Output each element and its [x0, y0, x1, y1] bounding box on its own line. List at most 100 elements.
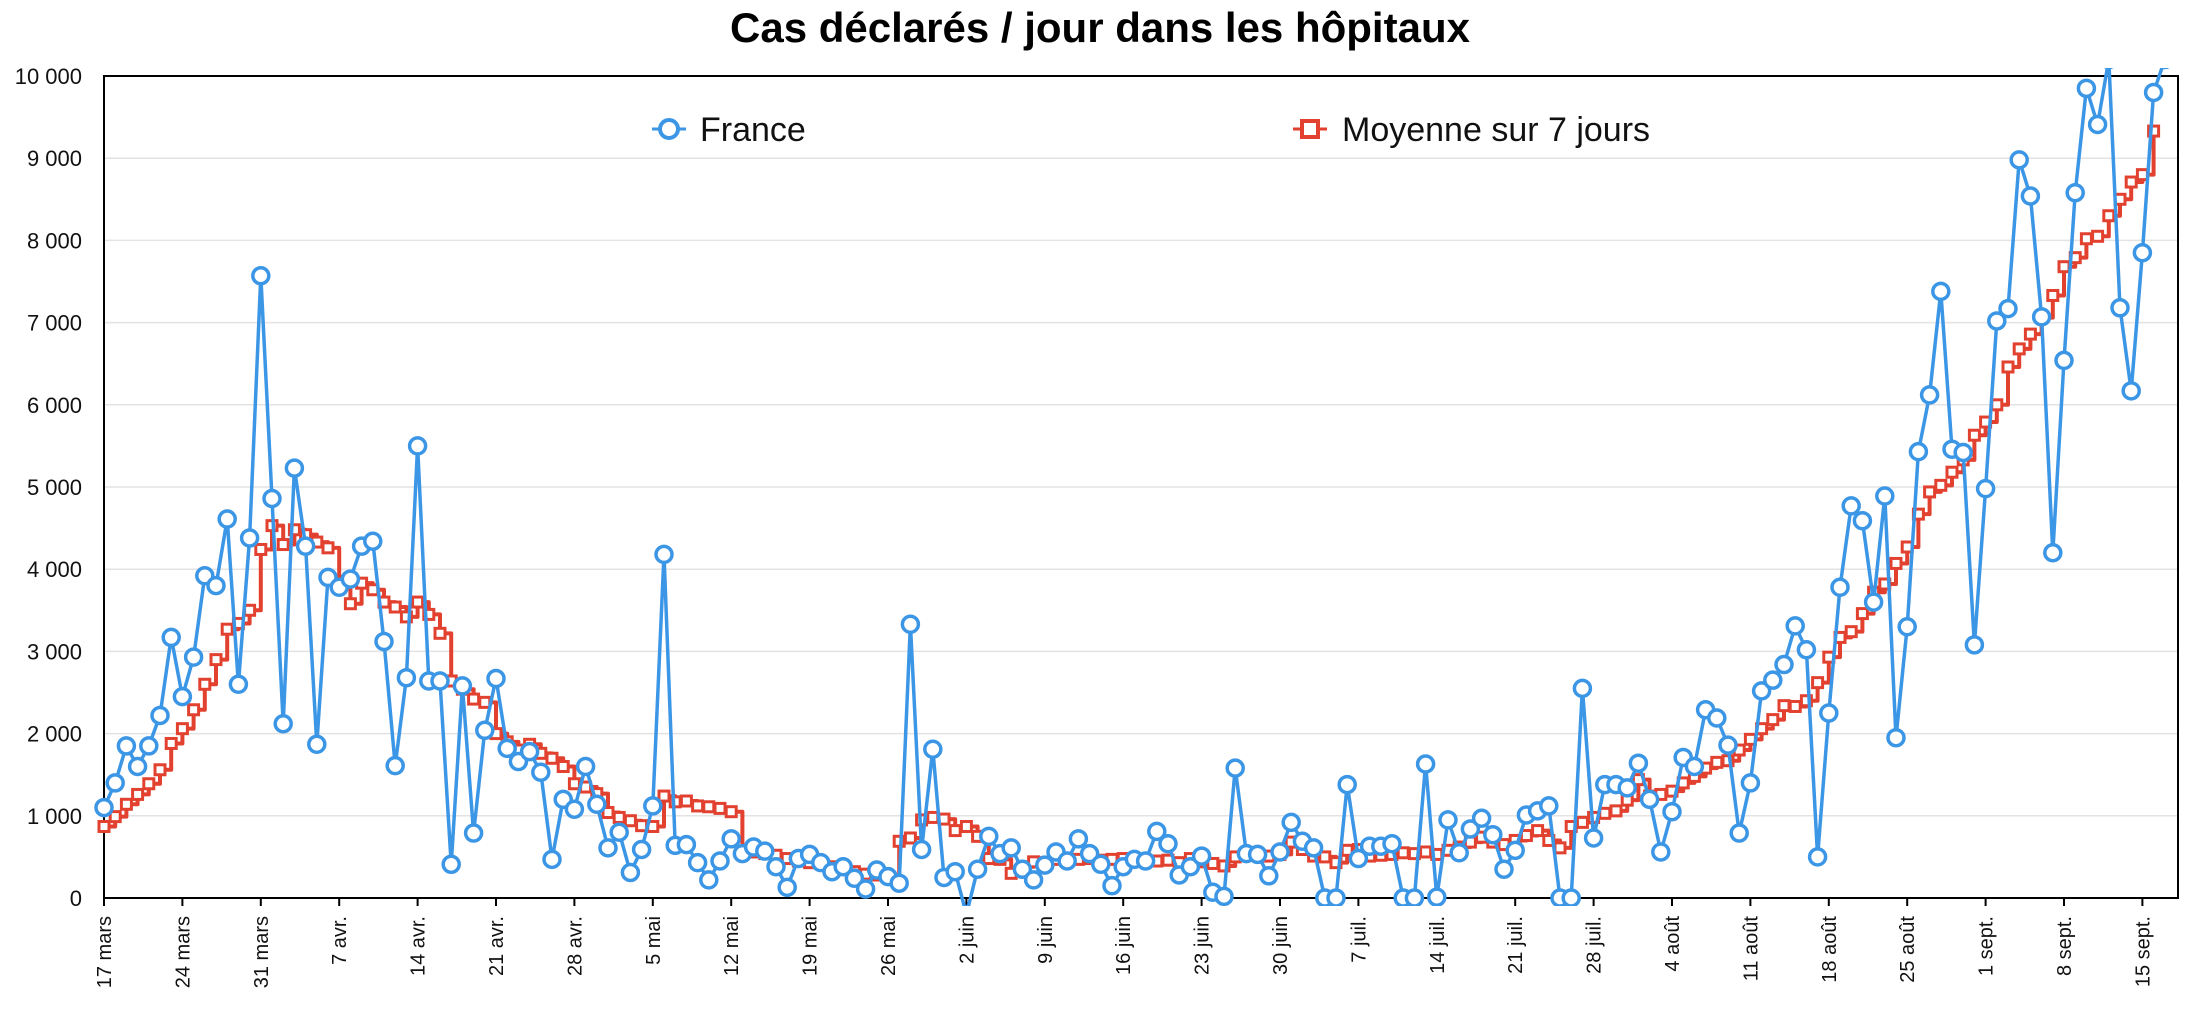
data-point-france — [262, 488, 282, 509]
data-point-moyenne — [1855, 607, 1869, 621]
x-tick-label: 15 sept. — [2132, 916, 2154, 987]
data-point-moyenne — [467, 692, 481, 706]
data-point-moyenne — [1575, 815, 1589, 829]
data-point-moyenne — [1598, 806, 1612, 820]
data-point-france — [1068, 829, 1089, 849]
data-point-france — [519, 741, 540, 762]
data-point-france — [150, 705, 170, 726]
data-point-france — [766, 857, 786, 877]
data-point-france — [1035, 855, 1055, 875]
y-tick-label: 9 000 — [27, 146, 82, 171]
data-point-moyenne — [657, 789, 671, 803]
data-point-france — [1740, 773, 1761, 793]
data-point-france — [1494, 859, 1514, 879]
data-point-france — [721, 829, 741, 849]
data-point-france — [1135, 851, 1156, 871]
data-point-moyenne — [2023, 327, 2037, 341]
data-point-france — [340, 569, 361, 589]
data-point-moyenne — [343, 597, 357, 611]
data-point-france — [755, 841, 775, 861]
data-point-moyenne — [2046, 288, 2060, 302]
data-point-moyenne — [612, 810, 626, 824]
data-point-france — [542, 849, 562, 870]
data-point-france — [2031, 307, 2052, 327]
data-point-moyenne — [545, 751, 559, 765]
data-point-france — [1404, 888, 1425, 906]
data-point-moyenne — [119, 797, 133, 811]
x-tick-label: 8 sept. — [2054, 916, 2076, 976]
data-point-france — [1975, 478, 1996, 499]
data-point-france — [2009, 150, 2029, 170]
data-point-moyenne — [1934, 478, 1948, 492]
data-point-france — [1931, 281, 1951, 302]
data-point-france — [2054, 350, 2074, 371]
data-point-france — [1057, 851, 1077, 871]
chart-title: Cas déclarés / jour dans les hôpitaux — [730, 4, 1470, 51]
data-point-france — [239, 528, 260, 548]
y-tick-label: 8 000 — [27, 228, 82, 253]
data-point-france — [1158, 833, 1178, 854]
series-france — [94, 68, 2170, 906]
data-point-france — [2087, 114, 2108, 135]
x-axis-ticks: 17 mars 24 mars 31 mars 7 avr. 14 avr. 21 avr… — [94, 898, 2154, 988]
data-point-france — [1091, 854, 1111, 875]
data-point-moyenne — [1609, 804, 1623, 818]
data-point-moyenne — [243, 603, 257, 617]
data-point-france — [1079, 843, 1100, 864]
data-point-france — [1830, 577, 1850, 598]
data-point-moyenne — [2057, 260, 2071, 274]
data-point-moyenne — [702, 800, 716, 814]
data-point-france — [452, 676, 473, 696]
data-point-france — [564, 799, 585, 819]
data-point-moyenne — [399, 610, 413, 624]
data-point-france — [855, 879, 876, 899]
data-point-moyenne — [724, 805, 738, 819]
data-point-france — [161, 627, 181, 648]
data-point-moyenne — [1788, 699, 1802, 713]
data-point-france — [1774, 654, 1794, 675]
legend-item-moyenne: Moyenne sur 7 jours — [1293, 111, 1650, 149]
data-point-france — [374, 631, 394, 652]
legend-label-moyenne: Moyenne sur 7 jours — [1342, 111, 1650, 149]
data-point-france — [1819, 703, 1839, 723]
data-point-moyenne — [1710, 755, 1724, 769]
data-point-france — [1247, 844, 1268, 865]
data-point-france — [1964, 635, 1985, 655]
data-point-moyenne — [175, 722, 189, 736]
data-point-france — [1583, 828, 1604, 848]
x-tick-label: 12 mai — [721, 916, 743, 976]
x-tick-label: 9 juin — [1035, 916, 1057, 964]
data-point-moyenne — [2091, 229, 2105, 243]
data-point-france — [1191, 846, 1212, 866]
data-point-moyenne — [321, 541, 335, 555]
data-point-france — [1023, 870, 1044, 890]
data-point-france — [1427, 887, 1447, 906]
x-tick-label: 31 mars — [251, 916, 273, 988]
data-point-france — [923, 739, 943, 759]
data-point-france — [1718, 735, 1738, 755]
data-point-moyenne — [131, 787, 145, 801]
x-tick-label: 2 juin — [956, 916, 978, 964]
data-point-france — [2121, 381, 2141, 401]
data-point-france — [710, 851, 730, 871]
data-point-france — [1147, 821, 1167, 842]
data-point-france — [900, 614, 921, 635]
data-point-france — [1908, 441, 1929, 462]
data-point-france — [654, 544, 674, 565]
data-point-france — [1796, 640, 1817, 660]
data-point-france — [1438, 810, 1458, 830]
data-point-france — [94, 797, 114, 818]
data-point-france — [1707, 708, 1727, 728]
y-tick-label: 4 000 — [27, 557, 82, 582]
x-tick-label: 5 mai — [643, 916, 665, 965]
data-point-france — [1225, 758, 1245, 778]
y-tick-label: 0 — [70, 886, 82, 911]
x-tick-label: 30 juin — [1270, 916, 1292, 975]
data-point-france — [967, 859, 988, 879]
data-point-france — [2043, 543, 2063, 563]
data-point-france — [2143, 82, 2164, 103]
data-point-france — [1841, 496, 1861, 516]
data-point-france — [777, 877, 797, 898]
data-point-france — [1214, 886, 1234, 906]
plot-area — [94, 68, 2170, 906]
